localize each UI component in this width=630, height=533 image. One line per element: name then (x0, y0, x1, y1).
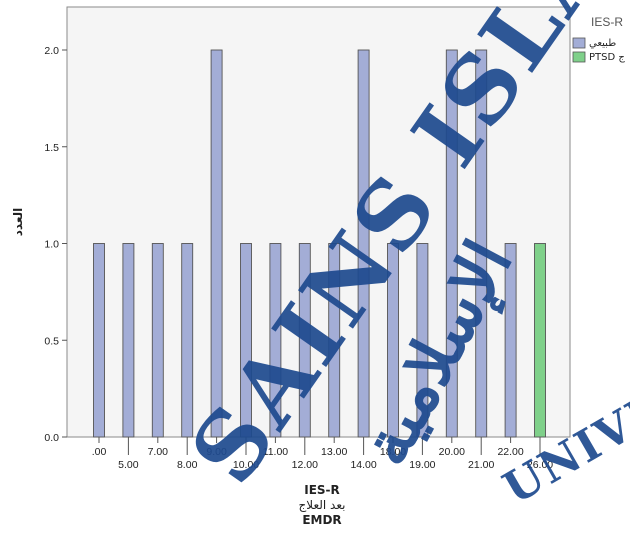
bar-normal (181, 243, 194, 438)
legend: IES-R طبيعي PTSD ج (572, 15, 625, 63)
y-tick-label: 1.5 (44, 142, 59, 154)
legend-title: IES-R (591, 15, 623, 29)
x-axis: .005.007.008.009.0010.0011.0012.0013.001… (92, 437, 553, 471)
x-tick-label: 8.00 (177, 459, 198, 471)
y-axis-title: العدد (11, 208, 25, 236)
legend-label-normal: طبيعي (589, 38, 616, 49)
bar-normal (387, 243, 399, 438)
x-tick-label: 20.00 (439, 446, 465, 458)
bar-normal (122, 243, 135, 438)
legend-label-ptsd: PTSD ج (589, 52, 625, 63)
y-tick-label: 1.0 (44, 239, 59, 251)
bar-normal (357, 49, 370, 438)
legend-swatch-ptsd (572, 51, 586, 63)
bar-normal (298, 243, 311, 438)
bar-normal (93, 243, 105, 438)
x-tick-label: 11.00 (263, 446, 289, 458)
x-tick-label: 19.00 (409, 459, 435, 471)
x-axis-title-line-3: EMDR (302, 513, 341, 527)
x-axis-title-line-1: IES-R (304, 483, 340, 497)
bar-normal (328, 243, 341, 438)
bar-normal (475, 49, 488, 438)
x-tick-label: 9.00 (206, 446, 227, 458)
x-tick-label: 5.00 (118, 459, 139, 471)
bar-normal (269, 243, 282, 438)
x-tick-label: 21.00 (468, 459, 494, 471)
y-tick-label: 0.5 (44, 335, 59, 347)
x-tick-label: .00 (92, 446, 107, 458)
bar-normal (445, 49, 458, 438)
x-tick-label: 12.00 (292, 459, 318, 471)
x-tick-label: 14.00 (350, 459, 376, 471)
x-tick-label: 26.00 (527, 459, 553, 471)
bars (93, 49, 546, 438)
bar-ptsd (534, 243, 546, 438)
bar-normal (416, 243, 429, 438)
bar-normal (151, 243, 164, 438)
x-tick-label: 18.00 (380, 446, 406, 458)
y-axis: 0.0 0.5 1.0 1.5 2.0 (44, 45, 67, 444)
legend-swatch-normal (572, 37, 586, 49)
x-tick-label: 7.00 (148, 446, 169, 458)
bar-normal (504, 243, 517, 438)
x-axis-title-line-2: بعد العلاج (299, 498, 346, 512)
y-tick-label: 2.0 (44, 45, 59, 57)
y-tick-label: 0.0 (44, 432, 59, 444)
x-tick-label: 13.00 (321, 446, 347, 458)
x-tick-label: 22.00 (497, 446, 523, 458)
bar-normal (240, 243, 252, 438)
x-tick-label: 10.00 (233, 459, 259, 471)
bar-normal (210, 49, 223, 438)
